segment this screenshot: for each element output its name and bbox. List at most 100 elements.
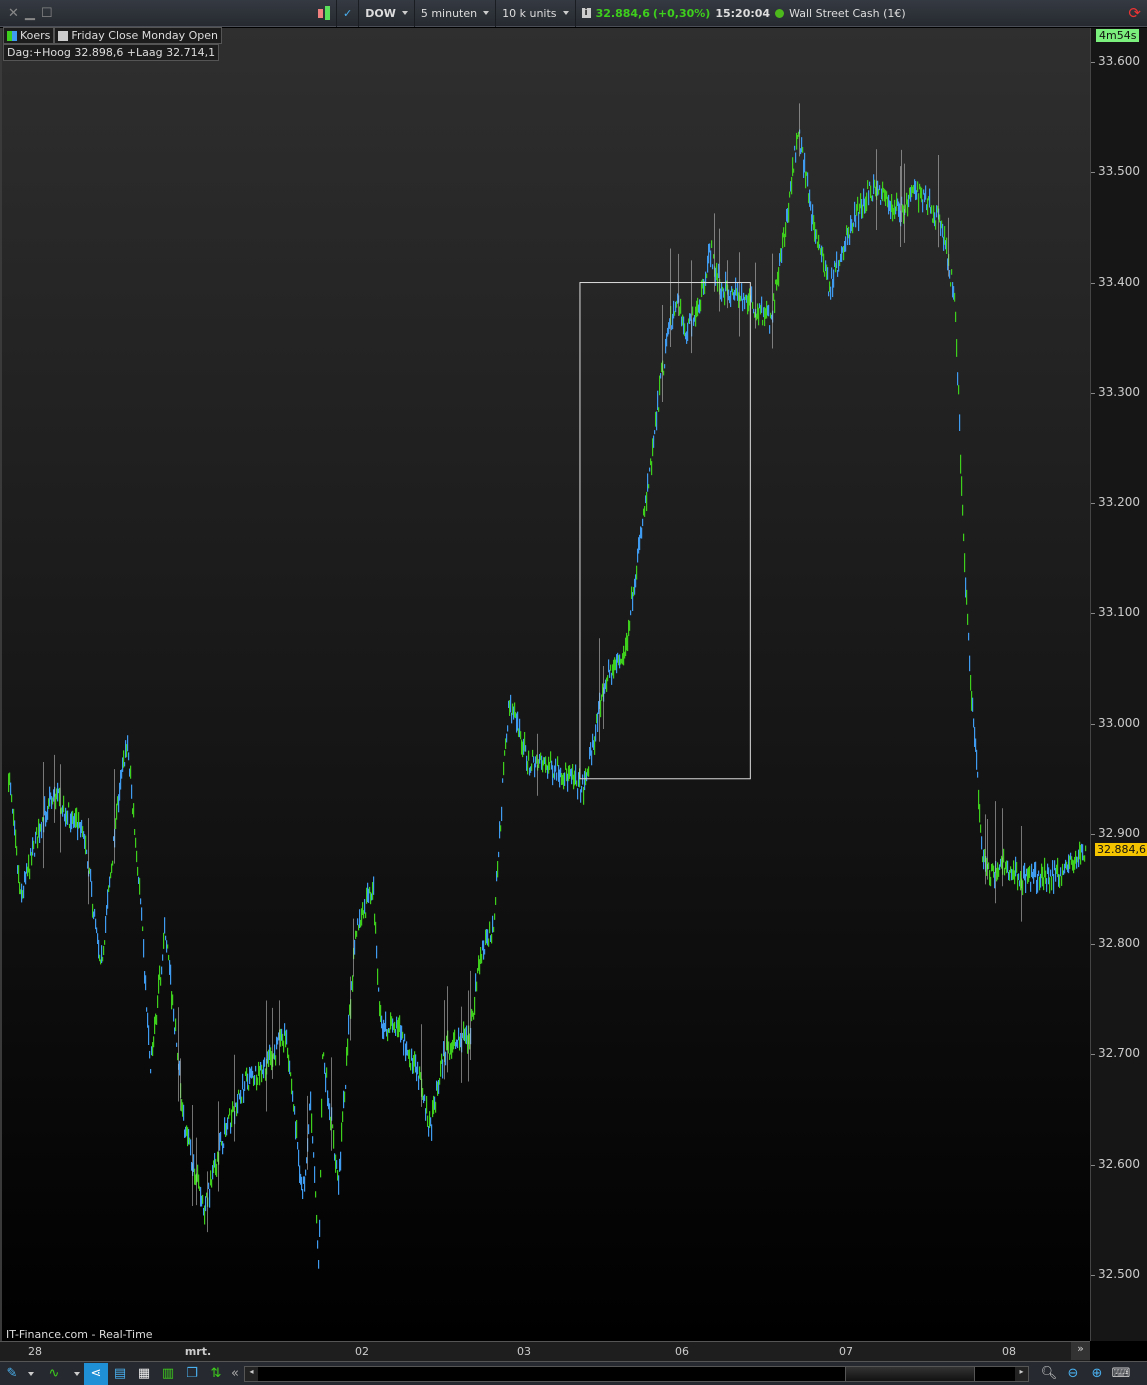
scroll-right-button[interactable]: ▸ xyxy=(1015,1366,1028,1381)
price-bar xyxy=(962,504,964,516)
price-bar xyxy=(531,763,533,771)
report-icon[interactable]: ▦ xyxy=(137,1366,151,1381)
price-bar xyxy=(163,932,165,949)
price-bar xyxy=(336,1160,338,1169)
price-bar xyxy=(1029,865,1031,879)
price-bar xyxy=(513,706,515,720)
price-bar xyxy=(75,808,77,829)
price-bar xyxy=(839,259,841,267)
price-bar xyxy=(1043,877,1045,891)
price-chart[interactable]: IT-Finance.com - Real-Time xyxy=(0,28,1090,1341)
price-bar xyxy=(774,299,776,314)
price-bar xyxy=(108,885,110,893)
price-bar xyxy=(499,821,501,839)
price-bar xyxy=(1016,862,1018,873)
units-dropdown[interactable]: 10 k units xyxy=(495,0,574,27)
price-bar xyxy=(998,867,1000,877)
price-bar xyxy=(768,304,770,317)
price-bar xyxy=(1065,859,1067,869)
collapse-icon[interactable]: « xyxy=(231,1366,239,1381)
price-bar xyxy=(422,1087,424,1100)
time-axis[interactable]: 28 mrt. 02 03 06 07 08 xyxy=(0,1341,1090,1361)
price-bar xyxy=(429,1111,431,1128)
price-bar xyxy=(437,1081,439,1096)
price-bar xyxy=(385,1011,387,1032)
window-icon[interactable]: ❐ xyxy=(186,1366,198,1381)
price-bar xyxy=(390,1012,392,1030)
price-bar xyxy=(991,863,993,872)
price-bar xyxy=(105,916,107,933)
chevron-down-icon[interactable] xyxy=(70,1363,84,1385)
price-bar xyxy=(796,132,798,150)
price-bar xyxy=(684,323,686,337)
price-bar xyxy=(463,1021,465,1041)
instrument-dropdown[interactable]: DOW xyxy=(358,0,414,27)
chevron-down-icon[interactable] xyxy=(24,1363,38,1385)
price-bar xyxy=(742,298,744,312)
price-bar xyxy=(398,1017,400,1038)
share-icon[interactable]: ⋖ xyxy=(84,1362,108,1385)
trade-icon[interactable]: ⇅ xyxy=(210,1366,222,1381)
scroll-thumb[interactable] xyxy=(845,1366,975,1381)
price-bar xyxy=(915,181,917,201)
price-bar xyxy=(813,215,815,231)
indicator-icon[interactable]: ∿ xyxy=(48,1366,60,1381)
price-bar xyxy=(543,757,545,766)
price-bar xyxy=(816,229,818,240)
price-bar xyxy=(645,495,647,504)
price-bar xyxy=(587,768,589,776)
price-bar xyxy=(944,226,946,245)
price-bar xyxy=(139,878,141,895)
zoom-in-icon[interactable]: ⊕ xyxy=(1091,1366,1103,1381)
price-bar xyxy=(1064,863,1066,874)
price-bar xyxy=(712,264,714,270)
price-bar xyxy=(412,1058,414,1074)
zoom-out-icon[interactable]: ⊖ xyxy=(1067,1366,1079,1381)
comment-icon[interactable]: ▤ xyxy=(113,1366,127,1381)
close-icon[interactable]: ✕ xyxy=(8,5,19,21)
price-bar xyxy=(83,831,85,839)
interval-dropdown[interactable]: 5 minuten xyxy=(413,0,495,27)
candlestick-icon[interactable] xyxy=(312,0,336,27)
price-bar xyxy=(912,186,914,193)
price-bar xyxy=(39,823,41,844)
price-tick-label: 33.500 xyxy=(1098,164,1140,179)
ladder-icon[interactable]: ▥ xyxy=(161,1366,175,1381)
price-bar xyxy=(209,1188,211,1208)
refresh-icon[interactable]: ⟳ xyxy=(1128,4,1141,22)
minimize-icon[interactable]: ▁ xyxy=(24,5,35,21)
price-bar xyxy=(295,1121,297,1140)
price-bar xyxy=(472,1010,474,1017)
price-bar xyxy=(319,1219,321,1237)
draw-tool-icon[interactable]: ✎ xyxy=(6,1366,18,1381)
horizontal-scrollbar[interactable]: ◂ ▸ xyxy=(244,1365,1029,1382)
price-bar xyxy=(490,935,492,942)
legend-overlay[interactable]: Friday Close Monday Open xyxy=(54,27,223,44)
price-axis[interactable]: 4m54s 33.600 33.500 33.400 33.300 33.200 33.1… xyxy=(1090,28,1147,1341)
price-bar xyxy=(1046,878,1048,892)
maximize-icon[interactable]: ☐ xyxy=(40,5,53,21)
info-icon[interactable]: i xyxy=(581,8,591,18)
price-tick-label: 33.300 xyxy=(1098,384,1140,399)
keyboard-icon[interactable]: ⌨ xyxy=(1111,1366,1131,1381)
price-bar xyxy=(540,752,542,761)
price-bar xyxy=(400,1025,402,1043)
price-bar xyxy=(37,836,39,849)
scroll-left-button[interactable]: ◂ xyxy=(245,1366,258,1381)
price-bar xyxy=(361,908,363,926)
scroll-end-icon[interactable]: » xyxy=(1071,1342,1090,1360)
price-bar xyxy=(960,454,962,474)
price-bar xyxy=(413,1055,415,1074)
price-bar xyxy=(728,289,730,301)
legend-koers[interactable]: Koers xyxy=(3,27,55,44)
price-bar xyxy=(102,956,104,962)
price-bar xyxy=(1011,868,1013,881)
link-check-icon[interactable]: ✓ xyxy=(336,0,358,27)
price-bar xyxy=(693,317,695,326)
price-bar xyxy=(455,1042,457,1049)
price-bar xyxy=(675,301,677,313)
price-bar xyxy=(486,929,488,944)
price-bar xyxy=(294,1106,296,1115)
price-bar xyxy=(281,1028,283,1041)
zoom-fit-icon[interactable]: 🔍︎ xyxy=(1040,1366,1058,1381)
